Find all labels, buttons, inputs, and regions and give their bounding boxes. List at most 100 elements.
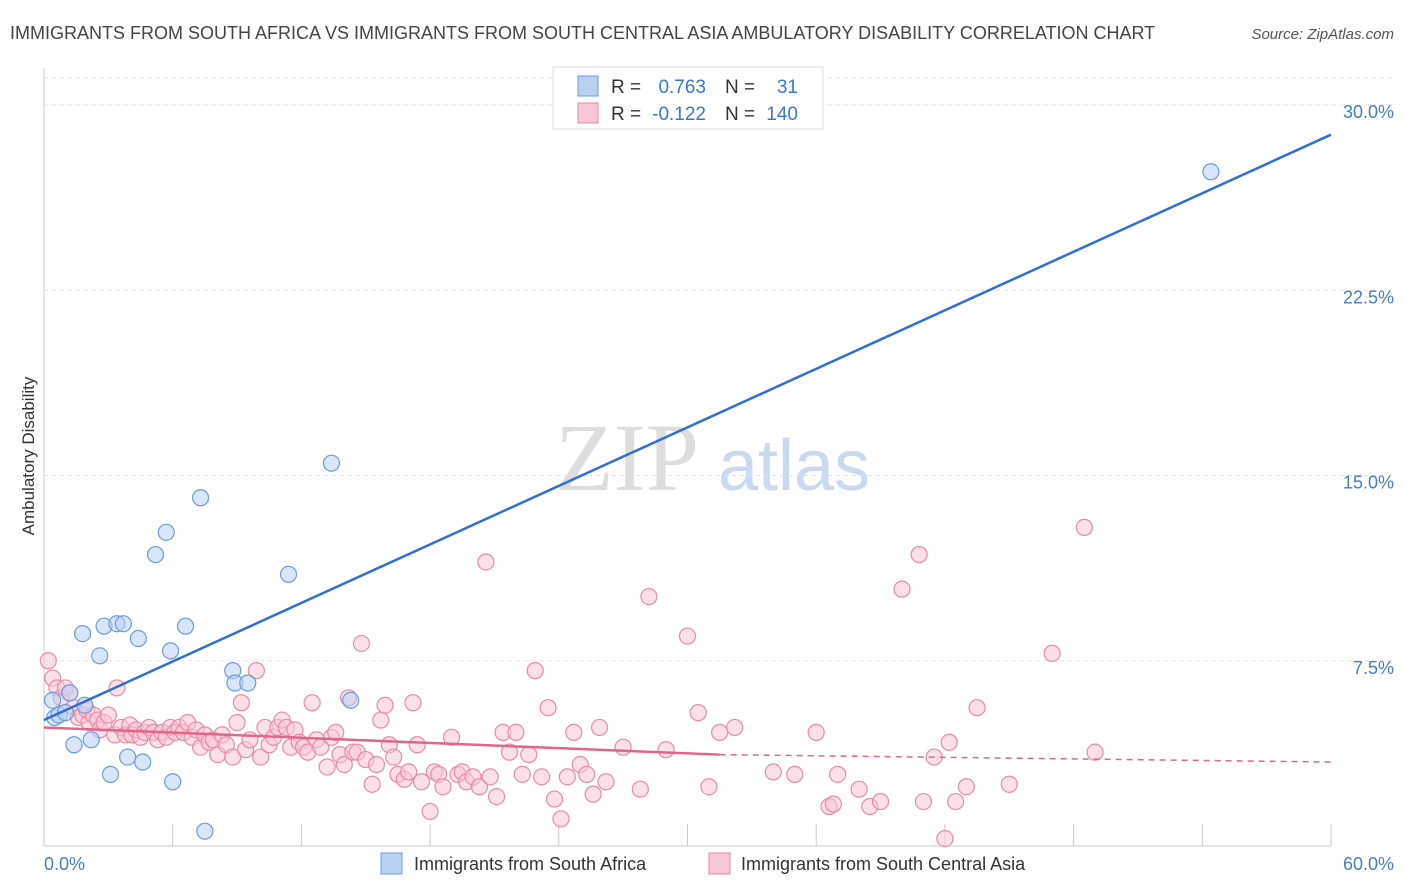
data-point <box>689 704 707 722</box>
data-point <box>134 753 152 771</box>
data-point <box>968 699 986 717</box>
data-point <box>376 696 394 714</box>
data-point <box>119 748 137 766</box>
data-point <box>657 741 675 759</box>
legend-r-label-2: R = <box>611 104 641 125</box>
data-point <box>711 723 729 741</box>
data-point <box>957 778 975 796</box>
legend-n-value-1: 31 <box>777 77 798 98</box>
data-point <box>597 773 615 791</box>
data-point <box>481 768 499 786</box>
data-point <box>726 718 744 737</box>
data-point <box>1000 775 1018 793</box>
data-point <box>513 765 531 783</box>
data-point <box>146 545 165 564</box>
y-axis-label: Ambulatory Disability <box>19 376 38 535</box>
data-point <box>824 795 842 813</box>
data-point <box>372 711 390 729</box>
bottom-legend-label-south-africa: Immigrants from South Africa <box>414 854 647 874</box>
data-point <box>114 615 132 633</box>
data-point <box>947 792 965 811</box>
data-point <box>1202 163 1220 181</box>
x-tick-label: 60.0% <box>1343 854 1394 874</box>
data-point <box>352 634 371 653</box>
data-point <box>786 765 804 783</box>
x-tick-label: 0.0% <box>44 854 85 874</box>
y-tick-labels: 7.5% 15.0% 22.5% 30.0% <box>1343 102 1394 678</box>
data-point <box>164 773 182 791</box>
data-point <box>408 736 426 754</box>
y-tick-label: 15.0% <box>1343 473 1394 493</box>
data-point <box>910 545 928 564</box>
data-point <box>1075 518 1093 536</box>
x-tick-labels: 0.0% 60.0% <box>44 854 1394 874</box>
data-point <box>764 763 782 781</box>
data-point <box>247 662 265 680</box>
data-point <box>940 733 958 751</box>
data-point <box>363 775 381 793</box>
data-point <box>74 624 92 643</box>
legend-r-label-1: R = <box>611 77 641 98</box>
chart-title: IMMIGRANTS FROM SOUTH AFRICA VS IMMIGRAN… <box>10 23 1155 43</box>
data-point <box>385 748 403 766</box>
data-point <box>829 765 847 783</box>
series-south-central-asia-points <box>39 518 1104 848</box>
data-point <box>539 699 557 717</box>
data-point <box>442 728 461 746</box>
bottom-legend-label-south-central-asia: Immigrants from South Central Asia <box>741 854 1026 874</box>
grid <box>44 77 1394 662</box>
data-point <box>470 778 489 796</box>
data-point <box>43 691 62 709</box>
data-point <box>914 792 933 811</box>
data-point <box>252 748 270 766</box>
data-point <box>412 773 431 791</box>
data-point <box>584 785 602 803</box>
data-point <box>101 765 120 783</box>
trend-line <box>43 133 1332 722</box>
data-point <box>477 553 495 571</box>
data-point <box>565 723 583 741</box>
data-point <box>614 738 632 756</box>
legend: R = 0.763 N = 31 R = -0.122 N = 140 <box>552 66 824 130</box>
data-point <box>176 617 195 635</box>
y-tick-label: 7.5% <box>1353 658 1394 678</box>
data-point <box>367 755 386 774</box>
data-point <box>161 642 180 660</box>
data-point <box>239 674 257 692</box>
data-point <box>157 523 175 541</box>
data-point <box>500 743 519 761</box>
data-point <box>533 768 551 786</box>
data-point <box>545 790 564 808</box>
data-point <box>640 587 658 606</box>
data-point <box>228 713 246 732</box>
data-point <box>1043 644 1061 662</box>
data-point <box>590 718 609 737</box>
trend-line-extension <box>719 753 1332 763</box>
data-point <box>303 694 321 712</box>
legend-swatch-south-central-asia <box>577 102 599 124</box>
data-point <box>82 731 100 749</box>
data-point <box>322 454 341 472</box>
legend-n-label-1: N = <box>725 77 755 98</box>
data-point <box>404 694 422 712</box>
data-point <box>232 694 250 712</box>
legend-r-value-2: -0.122 <box>652 104 706 125</box>
data-point <box>241 731 259 749</box>
data-point <box>520 746 538 764</box>
data-point <box>39 652 57 670</box>
data-point <box>279 565 298 583</box>
data-point <box>807 723 825 741</box>
y-tick-label: 30.0% <box>1343 102 1394 122</box>
data-point <box>129 629 147 648</box>
trend-line <box>43 726 720 756</box>
data-point <box>936 829 954 848</box>
legend-r-value-1: 0.763 <box>658 77 706 98</box>
data-point <box>526 662 544 680</box>
data-point <box>678 627 697 645</box>
data-point <box>318 758 336 776</box>
data-point <box>434 778 452 796</box>
data-point <box>893 580 911 598</box>
trend-lines <box>43 133 1332 763</box>
bottom-legend: Immigrants from South Africa Immigrants … <box>380 852 1026 875</box>
